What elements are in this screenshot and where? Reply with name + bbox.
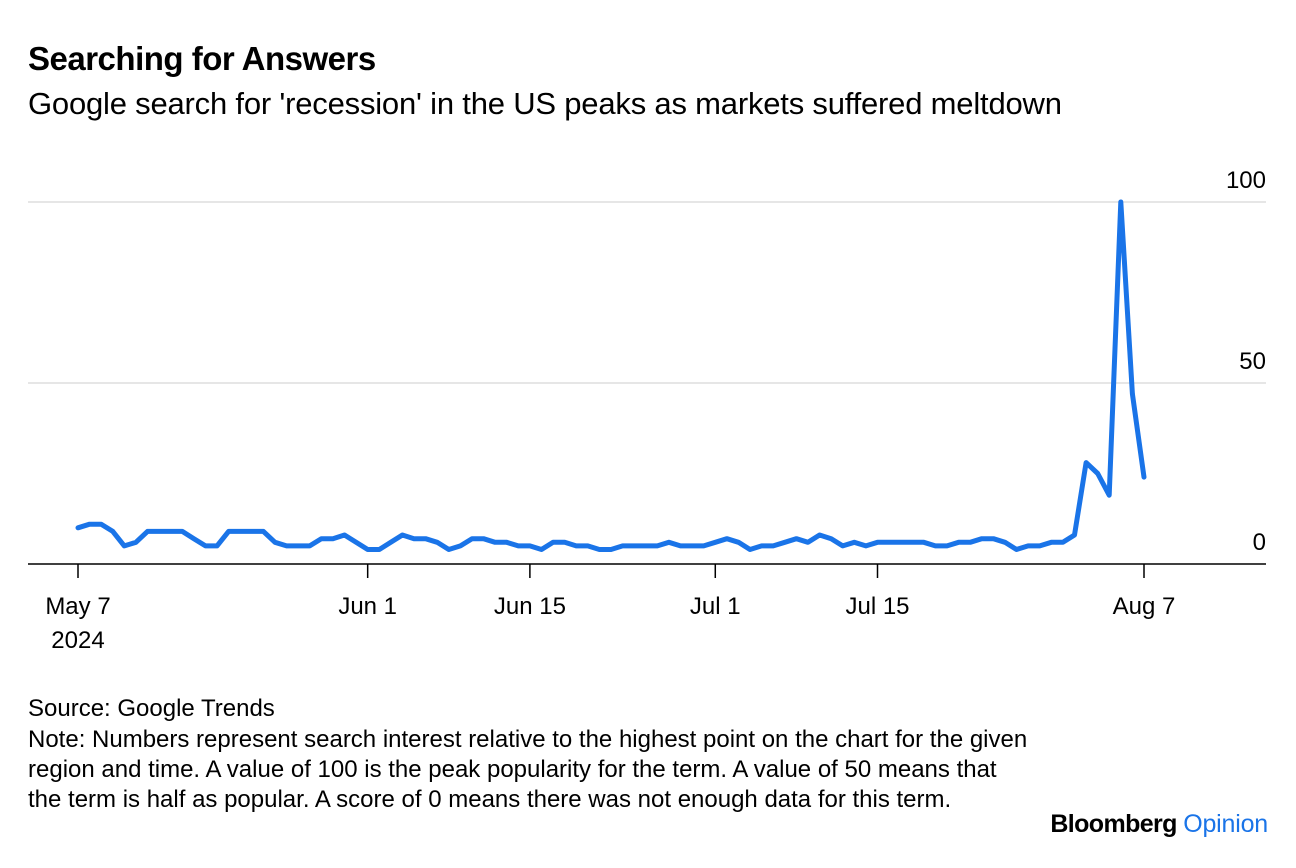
x-tick-label-jul-1: Jul 1 [690, 593, 741, 620]
chart-note: Note: Numbers represent search interest … [28, 726, 1028, 813]
line-chart: 0 50 100 May 7 2024 Jun 1 Jun 15 Jul 1 Jul 15 Aug… [28, 167, 1266, 654]
x-tick-label-jun-15: Jun 15 [494, 593, 566, 620]
y-tick-label-0: 0 [1253, 529, 1266, 556]
series-line-recession-search [75, 199, 1147, 552]
x-tick-label-may-7: May 7 [45, 593, 110, 620]
bloomberg-opinion-logo: Bloomberg Opinion [1050, 810, 1268, 839]
x-tick-label-jun-1: Jun 1 [338, 593, 397, 620]
brand-name: Bloomberg [1050, 810, 1177, 838]
x-tick-sublabel-year: 2024 [51, 627, 104, 654]
x-tick-label-jul-15: Jul 15 [845, 593, 909, 620]
source-note: Source: Google Trends [28, 695, 275, 722]
chart-title: Searching for Answers [28, 40, 376, 77]
chart-subtitle: Google search for 'recession' in the US … [28, 86, 1062, 121]
y-tick-label-50: 50 [1239, 348, 1266, 375]
brand-section: Opinion [1183, 810, 1268, 838]
y-tick-label-100: 100 [1226, 167, 1266, 194]
x-tick-label-aug-7: Aug 7 [1113, 593, 1176, 620]
